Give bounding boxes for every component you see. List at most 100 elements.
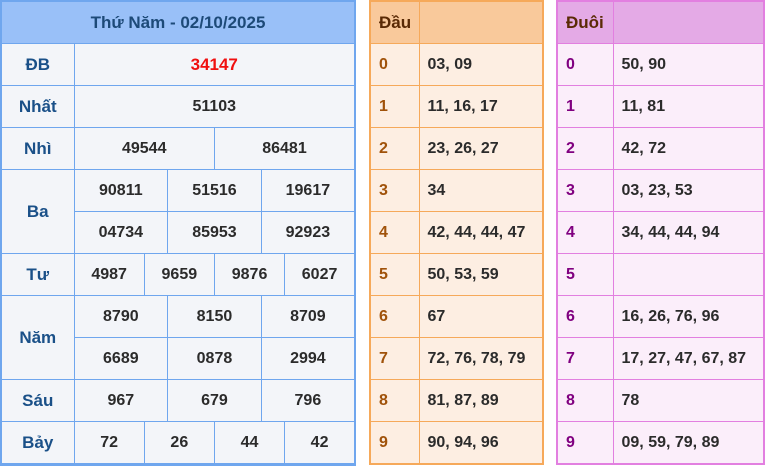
prize-row: Năm 8790 8150 8709 (0, 295, 356, 380)
dau-numbers: 90, 94, 96 (418, 421, 544, 465)
prize-number: 72 (73, 421, 145, 465)
dau-digit: 5 (369, 253, 420, 296)
duoi-header-values (612, 0, 765, 44)
prize-row: 6689 0878 2994 (1, 337, 356, 380)
prize-number: 8790 (73, 295, 169, 338)
dau-digit: 1 (369, 85, 420, 128)
prize-label: Sáu (0, 379, 75, 422)
prize-number: 34147 (73, 43, 356, 86)
dau-row: 4 42, 44, 44, 47 (369, 211, 544, 254)
prize-number: 51103 (73, 85, 356, 128)
prize-number: 90811 (73, 169, 169, 212)
duoi-digit: 7 (556, 337, 614, 380)
duoi-numbers: 17, 27, 47, 67, 87 (612, 337, 765, 380)
duoi-row: 0 50, 90 (556, 43, 765, 86)
dau-row: 2 23, 26, 27 (369, 127, 544, 170)
prize-label: Ba (0, 169, 75, 254)
prize-number: 9659 (143, 253, 215, 296)
dau-digit: 6 (369, 295, 420, 338)
dau-digit: 3 (369, 169, 420, 212)
prize-row: Nhất 51103 (0, 85, 356, 128)
prize-number: 2994 (260, 337, 356, 380)
dau-row: 6 67 (369, 295, 544, 338)
duoi-digit: 9 (556, 421, 614, 465)
duoi-numbers (612, 253, 765, 296)
dau-header: Đầu (369, 0, 420, 44)
dau-row: 5 50, 53, 59 (369, 253, 544, 296)
prize-number: 92923 (260, 211, 356, 254)
prize-number: 44 (213, 421, 286, 465)
prize-number: 679 (167, 379, 262, 422)
duoi-row: 9 09, 59, 79, 89 (556, 421, 765, 465)
prize-number: 796 (260, 379, 356, 422)
duoi-digit: 8 (556, 379, 614, 422)
duoi-numbers: 50, 90 (612, 43, 765, 86)
dau-numbers: 11, 16, 17 (418, 85, 544, 128)
dau-row: 1 11, 16, 17 (369, 85, 544, 128)
prize-number: 42 (284, 421, 356, 465)
prize-number: 8709 (260, 295, 356, 338)
dau-numbers: 42, 44, 44, 47 (418, 211, 544, 254)
results-title: Thứ Năm - 02/10/2025 (0, 0, 356, 44)
duoi-row: 2 42, 72 (556, 127, 765, 170)
prize-number: 8150 (167, 295, 262, 338)
prize-number: 85953 (167, 211, 262, 254)
duoi-digit: 3 (556, 169, 614, 212)
duoi-numbers: 09, 59, 79, 89 (612, 421, 765, 465)
dau-digit: 8 (369, 379, 420, 422)
prize-label: Tư (0, 253, 75, 296)
duoi-digit: 5 (556, 253, 614, 296)
duoi-numbers: 78 (612, 379, 765, 422)
dau-numbers: 34 (418, 169, 544, 212)
duoi-row: 8 78 (556, 379, 765, 422)
duoi-numbers: 34, 44, 44, 94 (612, 211, 765, 254)
prize-number: 0878 (167, 337, 262, 380)
prize-number: 49544 (73, 127, 215, 170)
prize-label: Nhì (0, 127, 75, 170)
duoi-digit: 4 (556, 211, 614, 254)
prize-row: Nhì 49544 86481 (0, 127, 356, 170)
dau-header-values (418, 0, 544, 44)
duoi-digit: 0 (556, 43, 614, 86)
dau-digit: 7 (369, 337, 420, 380)
dau-row: 8 81, 87, 89 (369, 379, 544, 422)
duoi-numbers: 11, 81 (612, 85, 765, 128)
prize-label: Năm (0, 295, 75, 380)
prize-row: Ba 90811 51516 19617 (0, 169, 356, 254)
duoi-row: 1 11, 81 (556, 85, 765, 128)
prize-number: 967 (73, 379, 169, 422)
lottery-results-table: Thứ Năm - 02/10/2025 ĐB 34147 Nhất 51103 Nhì… (0, 0, 356, 466)
dau-digit: 9 (369, 421, 420, 465)
prize-number: 4987 (73, 253, 145, 296)
prize-number: 04734 (73, 211, 169, 254)
dau-row: 0 03, 09 (369, 43, 544, 86)
duoi-row: 5 (556, 253, 765, 296)
dau-row: 9 90, 94, 96 (369, 421, 544, 465)
prize-label: Bảy (0, 421, 75, 465)
dau-numbers: 23, 26, 27 (418, 127, 544, 170)
dau-table: Đầu 0 03, 09 1 11, 16, 17 2 23, 26, 27 3 34 4 42,… (369, 0, 544, 465)
dau-row: 7 72, 76, 78, 79 (369, 337, 544, 380)
prize-number: 9876 (213, 253, 286, 296)
duoi-numbers: 42, 72 (612, 127, 765, 170)
prize-number: 19617 (260, 169, 356, 212)
dau-numbers: 72, 76, 78, 79 (418, 337, 544, 380)
prize-label: Nhất (0, 85, 75, 128)
duoi-row: 7 17, 27, 47, 67, 87 (556, 337, 765, 380)
prize-row: ĐB 34147 (0, 43, 356, 86)
dau-numbers: 81, 87, 89 (418, 379, 544, 422)
prize-number: 26 (143, 421, 215, 465)
prize-number: 86481 (213, 127, 356, 170)
dau-digit: 2 (369, 127, 420, 170)
dau-row: 3 34 (369, 169, 544, 212)
dau-numbers: 50, 53, 59 (418, 253, 544, 296)
prize-label: ĐB (0, 43, 75, 86)
duoi-digit: 1 (556, 85, 614, 128)
duoi-digit: 2 (556, 127, 614, 170)
prize-row: 04734 85953 92923 (1, 211, 356, 254)
duoi-row: 4 34, 44, 44, 94 (556, 211, 765, 254)
duoi-table: Đuôi 0 50, 90 1 11, 81 2 42, 72 3 03, 23, 53 4 34… (556, 0, 765, 465)
dau-numbers: 03, 09 (418, 43, 544, 86)
duoi-row: 6 16, 26, 76, 96 (556, 295, 765, 338)
dau-numbers: 67 (418, 295, 544, 338)
